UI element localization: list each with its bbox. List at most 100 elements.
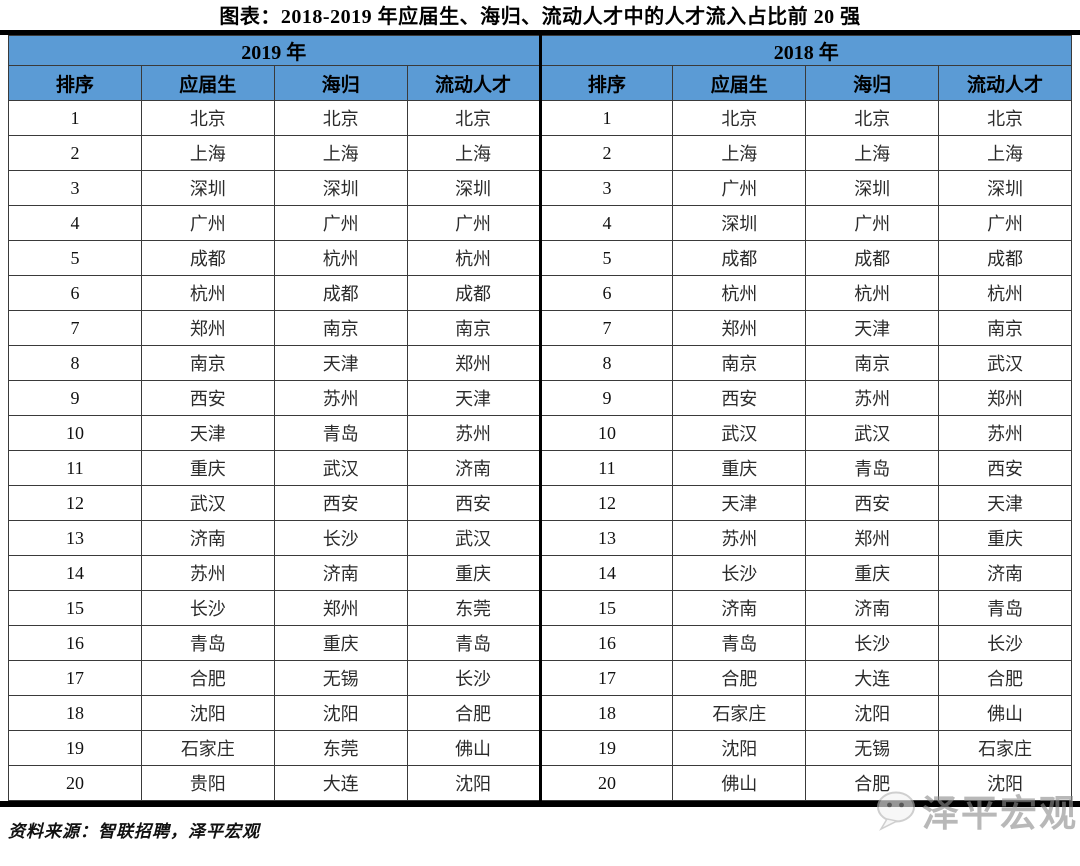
city-cell: 北京 [273,100,408,136]
city-cell: 苏州 [140,555,275,591]
city-cell: 郑州 [140,310,275,346]
city-cell: 深圳 [273,170,408,206]
city-cell: 重庆 [672,450,807,486]
city-cell: 郑州 [406,345,541,381]
table-area: 2019 年 2018 年 排序 应届生 海归 流动人才 排序 应届生 海归 流… [8,35,1072,801]
city-cell: 广州 [140,205,275,241]
city-cell: 重庆 [406,555,541,591]
city-cell: 成都 [273,275,408,311]
city-cell: 沈阳 [273,695,408,731]
city-cell: 合肥 [805,765,940,801]
city-cell: 天津 [273,345,408,381]
col-header-mobile-talent-2018: 流动人才 [938,65,1072,101]
city-cell: 深圳 [672,205,807,241]
city-cell: 深圳 [938,170,1072,206]
city-cell: 长沙 [938,625,1072,661]
rank-cell: 14 [8,555,142,591]
city-cell: 杭州 [406,240,541,276]
city-cell: 济南 [140,520,275,556]
talent-inflow-table: 2019 年 2018 年 排序 应届生 海归 流动人才 排序 应届生 海归 流… [8,35,1072,801]
rank-cell: 20 [8,765,142,801]
table-row: 19 石家庄 东莞 佛山 19 沈阳 无锡 石家庄 [8,730,1072,766]
city-cell: 北京 [672,100,807,136]
col-header-rank-2019: 排序 [8,65,142,101]
city-cell: 武汉 [406,520,541,556]
table-row: 9 西安 苏州 天津 9 西安 苏州 郑州 [8,380,1072,416]
rank-cell: 18 [8,695,142,731]
city-cell: 沈阳 [672,730,807,766]
city-cell: 北京 [938,100,1072,136]
rank-cell: 10 [8,415,142,451]
city-cell: 北京 [805,100,940,136]
city-cell: 重庆 [273,625,408,661]
city-cell: 南京 [805,345,940,381]
table-row: 1 北京 北京 北京 1 北京 北京 北京 [8,100,1072,136]
city-cell: 杭州 [938,275,1072,311]
table-row: 20 贵阳 大连 沈阳 20 佛山 合肥 沈阳 [8,765,1072,801]
city-cell: 广州 [406,205,541,241]
city-cell: 沈阳 [140,695,275,731]
rank-cell: 5 [8,240,142,276]
city-cell: 成都 [672,240,807,276]
city-cell: 大连 [805,660,940,696]
col-header-graduates-2018: 应届生 [672,65,807,101]
table-row: 18 沈阳 沈阳 合肥 18 石家庄 沈阳 佛山 [8,695,1072,731]
city-cell: 东莞 [406,590,541,626]
rank-cell: 1 [8,100,142,136]
column-header-row: 排序 应届生 海归 流动人才 排序 应届生 海归 流动人才 [8,65,1072,101]
city-cell: 上海 [938,135,1072,171]
city-cell: 广州 [805,205,940,241]
city-cell: 大连 [273,765,408,801]
city-cell: 南京 [273,310,408,346]
city-cell: 武汉 [273,450,408,486]
rank-cell: 14 [538,555,674,591]
table-row: 4 广州 广州 广州 4 深圳 广州 广州 [8,205,1072,241]
city-cell: 石家庄 [672,695,807,731]
year-2019-header: 2019 年 [8,35,541,66]
rank-cell: 9 [8,380,142,416]
rank-cell: 3 [8,170,142,206]
col-header-graduates-2019: 应届生 [140,65,275,101]
rank-cell: 15 [538,590,674,626]
city-cell: 南京 [140,345,275,381]
table-row: 3 深圳 深圳 深圳 3 广州 深圳 深圳 [8,170,1072,206]
table-row: 15 长沙 郑州 东莞 15 济南 济南 青岛 [8,590,1072,626]
city-cell: 沈阳 [805,695,940,731]
city-cell: 杭州 [672,275,807,311]
city-cell: 西安 [805,485,940,521]
city-cell: 东莞 [273,730,408,766]
city-cell: 郑州 [672,310,807,346]
city-cell: 深圳 [406,170,541,206]
rank-cell: 18 [538,695,674,731]
rank-cell: 8 [538,345,674,381]
rank-cell: 2 [8,135,142,171]
city-cell: 无锡 [273,660,408,696]
city-cell: 重庆 [140,450,275,486]
city-cell: 合肥 [406,695,541,731]
rank-cell: 11 [8,450,142,486]
rank-cell: 6 [8,275,142,311]
city-cell: 深圳 [805,170,940,206]
city-cell: 成都 [406,275,541,311]
city-cell: 郑州 [938,380,1072,416]
year-header-row: 2019 年 2018 年 [8,35,1072,66]
rank-cell: 13 [538,520,674,556]
rank-cell: 6 [538,275,674,311]
city-cell: 上海 [406,135,541,171]
rank-cell: 12 [8,485,142,521]
city-cell: 深圳 [140,170,275,206]
city-cell: 西安 [140,380,275,416]
city-cell: 杭州 [140,275,275,311]
city-cell: 苏州 [938,415,1072,451]
city-cell: 北京 [140,100,275,136]
city-cell: 西安 [273,485,408,521]
city-cell: 天津 [672,485,807,521]
rank-cell: 4 [8,205,142,241]
table-row: 5 成都 杭州 杭州 5 成都 成都 成都 [8,240,1072,276]
city-cell: 成都 [140,240,275,276]
table-row: 13 济南 长沙 武汉 13 苏州 郑州 重庆 [8,520,1072,556]
table-row: 12 武汉 西安 西安 12 天津 西安 天津 [8,485,1072,521]
city-cell: 沈阳 [406,765,541,801]
city-cell: 郑州 [805,520,940,556]
city-cell: 成都 [805,240,940,276]
